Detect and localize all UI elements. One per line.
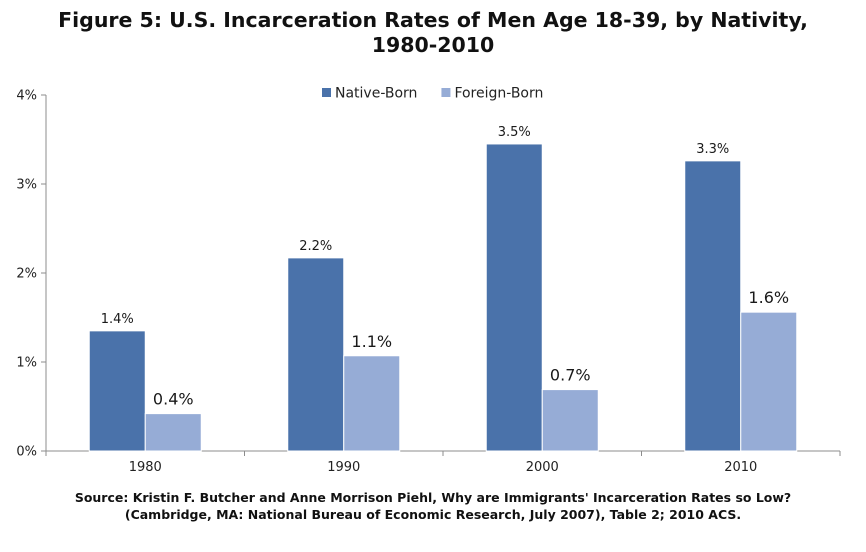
source-note: Source: Kristin F. Butcher and Anne Morr… — [0, 489, 866, 523]
data-label: 2.2% — [299, 239, 332, 254]
legend-label: Foreign-Born — [454, 86, 543, 102]
data-label: 0.7% — [550, 366, 591, 385]
y-tick-label: 1% — [16, 356, 37, 371]
bar-foreign-born-1990 — [343, 355, 401, 452]
x-tick-label: 2010 — [724, 460, 757, 475]
data-label: 3.3% — [696, 142, 729, 157]
bar-native-born-1990 — [287, 257, 345, 452]
bar-foreign-born-2010 — [740, 311, 798, 452]
bar-native-born-1980 — [88, 330, 146, 452]
bar-foreign-born-1980 — [144, 413, 202, 452]
y-tick-label: 3% — [16, 178, 37, 193]
bar-native-born-2010 — [684, 160, 742, 452]
data-label: 1.1% — [351, 332, 392, 351]
legend-swatch — [322, 88, 331, 97]
data-label: 1.4% — [101, 312, 134, 327]
source-line-2: (Cambridge, MA: National Bureau of Econo… — [124, 507, 742, 522]
x-tick-label: 1980 — [129, 460, 162, 475]
y-tick-label: 2% — [16, 267, 37, 282]
bar-foreign-born-2000 — [541, 389, 599, 452]
chart-title-line-1: Figure 5: U.S. Incarceration Rates of Me… — [58, 8, 808, 32]
bar-native-born-2000 — [485, 143, 543, 452]
chart-title-line-2: 1980-2010 — [371, 33, 495, 57]
y-tick-label: 0% — [16, 445, 37, 460]
legend-label: Native-Born — [335, 86, 417, 102]
data-label: 1.6% — [748, 288, 789, 307]
x-tick-label: 1990 — [327, 460, 360, 475]
data-label: 3.5% — [498, 125, 531, 140]
legend-swatch — [441, 88, 451, 97]
source-line-1: Source: Kristin F. Butcher and Anne Morr… — [74, 490, 792, 505]
x-tick-label: 2000 — [526, 460, 559, 475]
chart-title: Figure 5: U.S. Incarceration Rates of Me… — [0, 8, 866, 58]
y-tick-label: 4% — [16, 89, 37, 104]
data-label: 0.4% — [153, 390, 194, 409]
